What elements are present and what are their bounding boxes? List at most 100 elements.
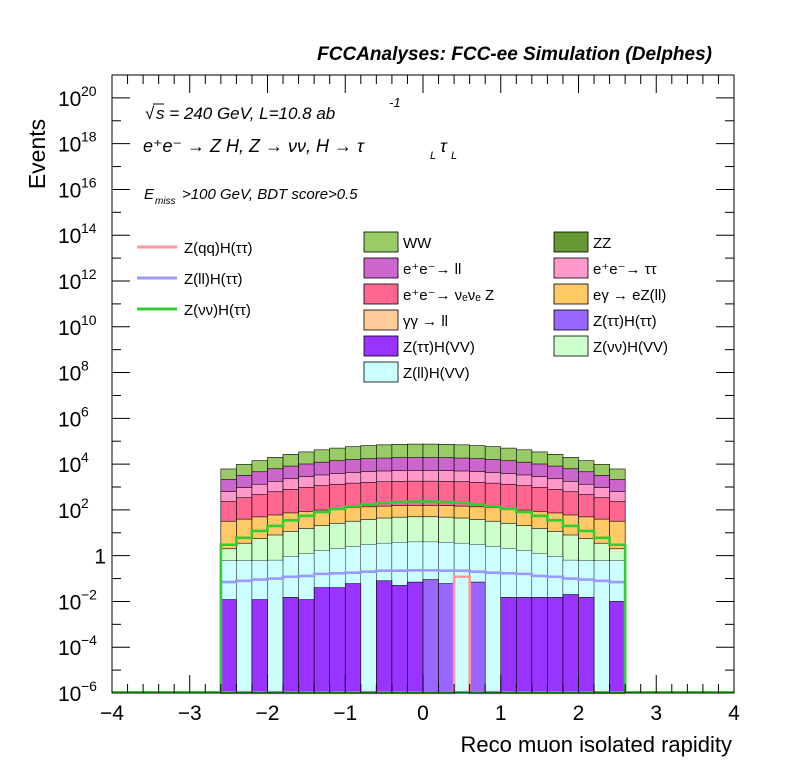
signal-line-2: [219, 500, 627, 693]
legend-left-label: Z(qq)H(ττ): [184, 240, 253, 257]
legend-right-label: WW: [403, 235, 432, 252]
y-tick-label-exp: 18: [81, 129, 97, 145]
y-tick-label: 10: [58, 271, 81, 294]
annotation-line3-pre: E: [144, 186, 155, 203]
annotation-sqrt-s: √ s = 240 GeV, L=10.8 ab -1: [145, 95, 401, 123]
y-axis-label: Events: [24, 119, 50, 189]
y-tick-label-exp: 8: [81, 358, 89, 374]
annotation-line2-tau: τ: [440, 136, 448, 156]
legend-left-label: Z(νν)H(ττ): [184, 302, 251, 319]
legend-right-label: e⁺e⁻→ ττ: [593, 261, 657, 278]
y-tick-label-exp: 16: [81, 174, 97, 190]
x-tick-label: −4: [100, 702, 124, 725]
y-tick-label: 1: [94, 546, 106, 569]
low-bar: [500, 597, 517, 694]
annotation-cuts: E miss >100 GeV, BDT score>0.5: [144, 186, 358, 207]
low-bar: [251, 599, 268, 694]
y-tick-label-exp: −2: [81, 586, 97, 602]
legend-left-label: Z(ll)H(ττ): [184, 271, 243, 288]
y-tick-label: 10: [58, 591, 81, 614]
y-tick-label: 10: [58, 683, 81, 706]
x-axis-label: Reco muon isolated rapidity: [461, 732, 732, 757]
y-tick-label-exp: −4: [81, 632, 97, 648]
y-tick-label-exp: 14: [81, 220, 97, 236]
low-bar: [313, 587, 330, 694]
annotation-line3-sub: miss: [155, 196, 176, 207]
x-tick-label: −3: [178, 702, 202, 725]
annotation-sqrt-s-glyph: √: [145, 104, 155, 123]
x-tick-label: 1: [495, 702, 507, 725]
x-tick-label: −1: [333, 702, 357, 725]
low-bar: [329, 587, 346, 694]
low-bar: [578, 597, 595, 694]
y-tick-label: 10: [58, 363, 81, 386]
low-bar: [422, 579, 439, 694]
legend-right-label: γγ → ll: [403, 313, 448, 330]
legend-right-swatch: [553, 335, 589, 357]
y-tick-label-exp: 6: [81, 403, 89, 419]
y-tick-label-exp: 2: [81, 495, 89, 511]
aux-bar: [453, 542, 470, 694]
legend-right-label: Z(νν)H(VV): [593, 339, 668, 356]
y-tick-label: 10: [58, 500, 81, 523]
low-bar: [515, 597, 533, 694]
low-bar: [220, 599, 237, 694]
legend-right-swatch: [363, 231, 399, 253]
low-bar: [376, 580, 393, 694]
x-tick-label: 0: [417, 702, 429, 725]
legend-right-swatch: [363, 309, 399, 331]
annotation-line1-exp: -1: [389, 95, 401, 110]
x-tick-label: 4: [728, 702, 740, 725]
annotation-line3-post: >100 GeV, BDT score>0.5: [182, 186, 358, 203]
legend-right-label: Z(ττ)H(VV): [403, 339, 475, 356]
low-bar: [469, 581, 486, 694]
annotation-process: e⁺e⁻ → Z H, Z → νν, H → τ L τ L: [143, 136, 457, 162]
y-tick-label: 10: [58, 408, 81, 431]
annotation-line2-sub2: L: [451, 150, 457, 162]
legend-right-swatch: [553, 309, 589, 331]
legend-right-swatch: [363, 257, 399, 279]
y-tick-label: 10: [58, 225, 81, 248]
low-bar: [609, 601, 626, 694]
lowbar-layer: [220, 579, 626, 694]
y-tick-label-exp: −6: [81, 678, 97, 694]
legend-right-label: Z(ll)H(VV): [403, 365, 470, 382]
low-bar: [438, 583, 455, 694]
low-bar: [298, 599, 315, 694]
low-bar: [391, 585, 408, 694]
annotation-line2-sub1: L: [430, 150, 436, 162]
legend-right-swatch: [363, 335, 399, 357]
chart-title: FCCAnalyses: FCC-ee Simulation (Delphes): [317, 44, 712, 65]
legend-right: WW ZZ e⁺e⁻→ ll e⁺e⁻→ ττ e⁺e⁻→ νₑνₑ Z eγ → eZ(…: [363, 231, 668, 383]
y-tick-label: 10: [58, 88, 81, 111]
legend-right-swatch: [363, 283, 399, 305]
y-tick-label-exp: 10: [81, 312, 97, 328]
legend-right-swatch: [363, 361, 399, 383]
aux-bar: [267, 559, 284, 694]
y-tick-label-exp: 20: [81, 83, 97, 99]
y-tick-label: 10: [58, 317, 81, 340]
low-bar: [344, 583, 362, 694]
y-tick-label-exp: 4: [81, 449, 89, 465]
aux-bar: [360, 544, 377, 694]
low-bar: [282, 597, 299, 694]
low-bar: [531, 597, 548, 694]
legend-right-label: eγ → eZ(ll): [593, 287, 666, 304]
legend-left: Z(qq)H(ττ) Z(ll)H(ττ) Z(νν)H(ττ): [137, 240, 253, 319]
low-bar: [562, 594, 579, 694]
legend-right-swatch: [553, 257, 589, 279]
y-tick-label: 10: [58, 179, 81, 202]
aux-bar: [485, 546, 501, 694]
annotation-line1: s = 240 GeV, L=10.8 ab: [156, 104, 335, 123]
y-tick-label-exp: 12: [81, 266, 97, 282]
y-tick-label: 10: [58, 637, 81, 660]
legend-right-label: e⁺e⁻→ ll: [403, 261, 461, 278]
x-tick-label: 3: [650, 702, 662, 725]
legend-right-swatch: [553, 231, 589, 253]
tick-layer: [111, 74, 735, 694]
legend-right-label: ZZ: [593, 235, 611, 252]
x-tick-labels: −4 −3 −2 −1 0 1 2 3 4: [100, 702, 740, 725]
y-tick-label: 10: [58, 454, 81, 477]
